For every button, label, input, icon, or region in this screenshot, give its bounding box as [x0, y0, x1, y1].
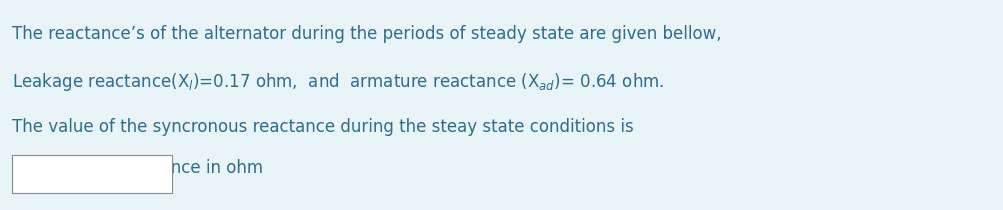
FancyBboxPatch shape — [12, 155, 172, 193]
Text: The reactance’s of the alternator during the periods of steady state are given b: The reactance’s of the alternator during… — [12, 25, 721, 43]
Text: The value of the syncronous reactance during the steay state conditions is: The value of the syncronous reactance du… — [12, 118, 633, 136]
Text: Leakage reactance(X$_l$)=0.17 ohm,  and  armature reactance (X$_{ad}$)= 0.64 ohm: Leakage reactance(X$_l$)=0.17 ohm, and a… — [12, 71, 664, 93]
Text: Syncronous Reactance in ohm: Syncronous Reactance in ohm — [12, 159, 263, 177]
